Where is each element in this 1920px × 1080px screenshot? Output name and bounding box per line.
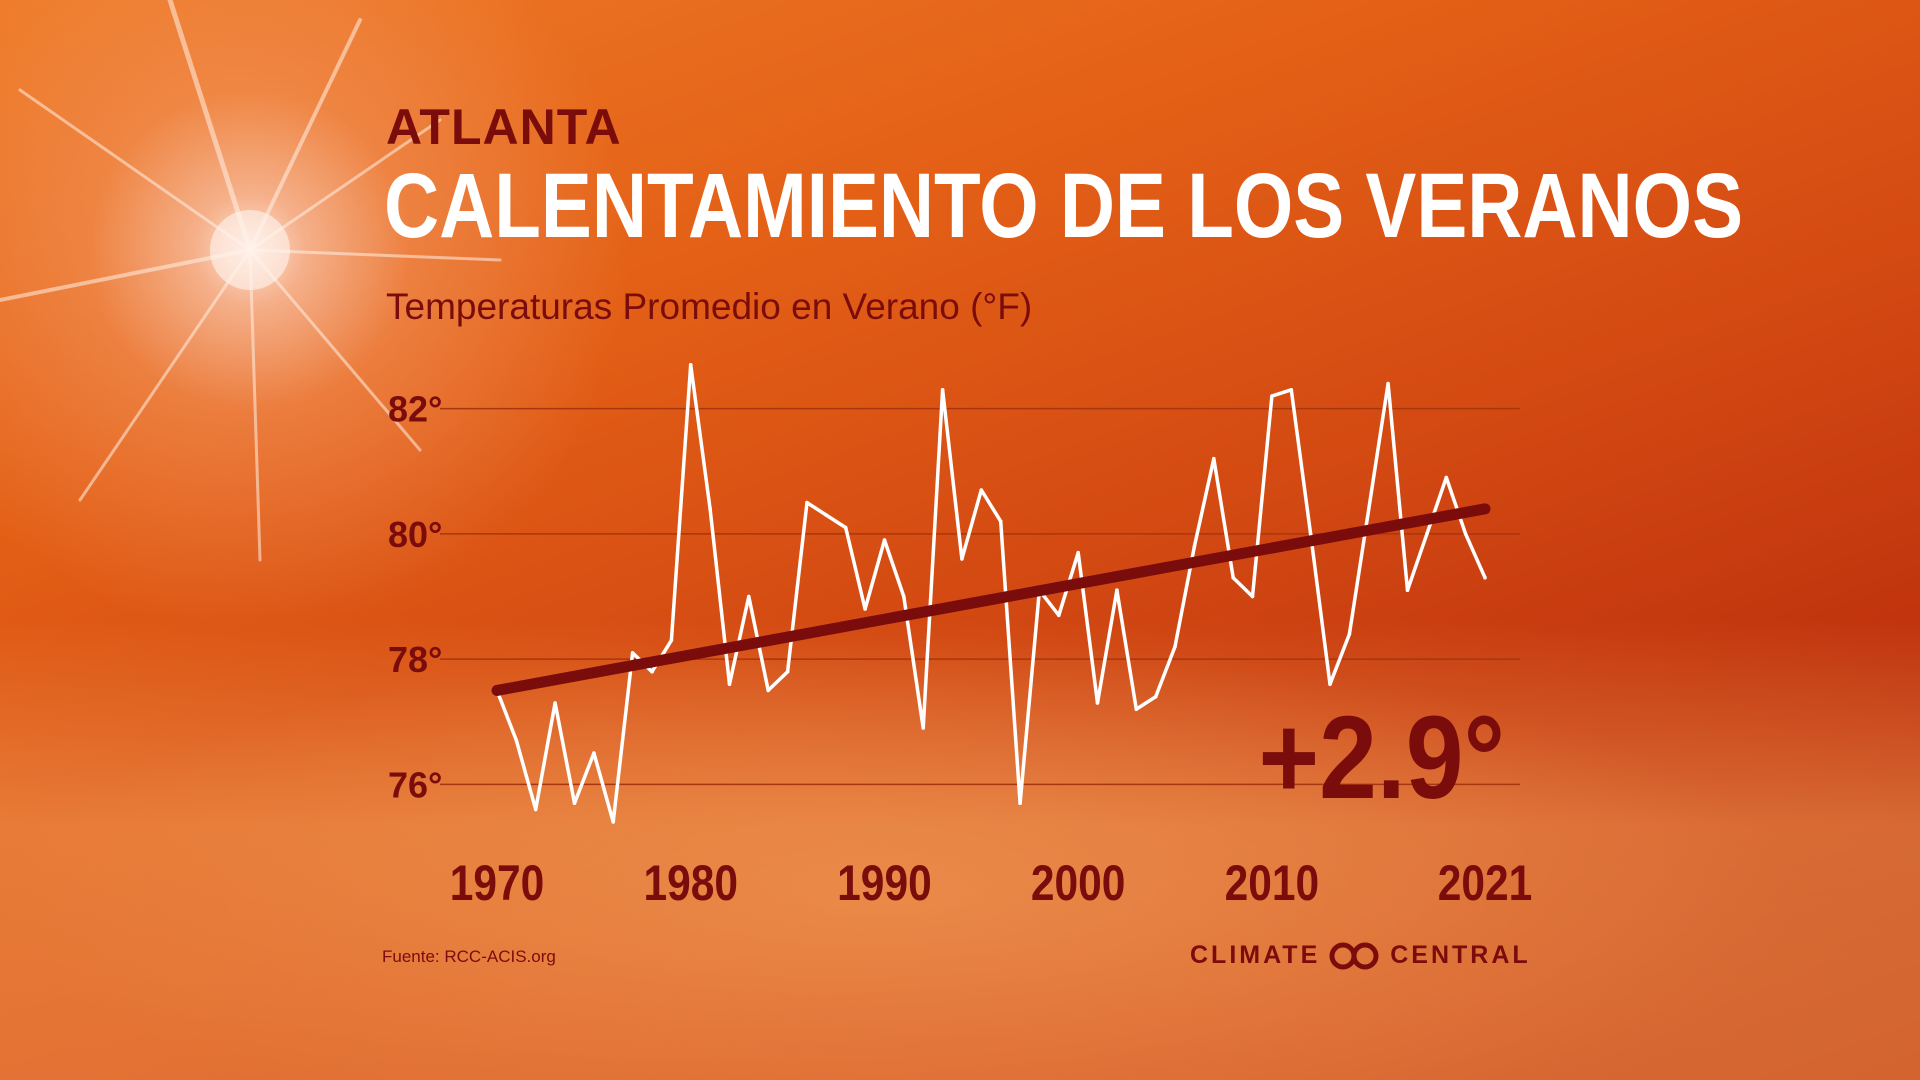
temperature-point (1444, 475, 1449, 480)
temperature-point (1134, 707, 1139, 711)
temperature-point (824, 513, 829, 517)
y-tick-label: 78° (388, 639, 442, 680)
x-tick-label: 2000 (1031, 855, 1126, 911)
temperature-point (1289, 388, 1294, 392)
temperature-point (1250, 594, 1255, 599)
temperature-point (611, 820, 615, 824)
temperature-point (1115, 588, 1119, 592)
series-layer (491, 363, 1491, 824)
temperature-point (805, 500, 809, 505)
temperature-point (1386, 381, 1390, 386)
x-tick-label: 1980 (643, 855, 738, 911)
temperature-point (1018, 801, 1022, 805)
temperature-point (1095, 701, 1100, 705)
brand-name-right: CENTRAL (1390, 941, 1531, 969)
temperature-point (998, 519, 1003, 524)
temperature-point (1308, 532, 1313, 536)
background-glow (0, 620, 1920, 1080)
temperature-point (650, 669, 654, 674)
change-annotation: +2.9° (1259, 691, 1505, 824)
climate-central-logo-icon (1329, 942, 1379, 969)
x-tick-label: 2010 (1225, 855, 1320, 911)
y-tick-label: 82° (388, 389, 442, 430)
temperature-point (1463, 532, 1468, 536)
temperature-point (747, 594, 751, 599)
temperature-point (1153, 694, 1158, 699)
temperature-point (630, 651, 635, 655)
temperature-point (553, 701, 557, 705)
y-tick-label: 76° (388, 764, 442, 805)
temperature-point (592, 751, 596, 755)
temperature-point (1425, 532, 1429, 536)
chart-subtitle: Temperaturas Promedio en Verano (°F) (386, 286, 1033, 327)
source-credit: Fuente: RCC-ACIS.org (382, 947, 556, 966)
temperature-point (979, 488, 984, 492)
temperature-point (1483, 575, 1487, 580)
temperature-point (1192, 544, 1197, 549)
temperature-point (708, 507, 712, 511)
y-axis-ticks: 76° 78° 80° 82° (388, 389, 442, 806)
temperature-point (1270, 394, 1274, 398)
temperature-point (1076, 550, 1080, 555)
temperature-point (843, 525, 848, 530)
temperature-point (1231, 575, 1235, 580)
temperature-point (766, 688, 770, 693)
temperature-point (1212, 456, 1216, 461)
temperature-point (863, 607, 867, 611)
temperature-point (902, 594, 906, 599)
temperature-point (1173, 644, 1177, 649)
temperature-point (785, 669, 790, 674)
temperature-point (688, 363, 693, 367)
temperature-point (514, 738, 519, 743)
temperature-point (921, 726, 925, 730)
temperature-point (1367, 507, 1371, 511)
temperature-point (669, 638, 674, 643)
x-tick-label: 1970 (450, 855, 545, 911)
temperature-point (1057, 613, 1061, 618)
city-title: ATLANTA (386, 99, 622, 155)
temperature-point (572, 801, 577, 805)
x-axis-ticks: 1970 1980 1990 2000 2010 2021 (450, 855, 1533, 911)
trend-line (491, 503, 1491, 696)
temperature-point (1405, 588, 1410, 592)
brand-name-left: CLIMATE (1190, 941, 1321, 969)
temperature-point (882, 538, 887, 542)
sun-icon (0, 0, 502, 562)
temperature-point (533, 807, 538, 812)
temperature-point (960, 557, 964, 561)
x-tick-label: 1990 (837, 855, 932, 911)
brand-logo: CLIMATE CENTRAL (1190, 941, 1531, 970)
temperature-point (727, 682, 732, 686)
temperature-point (940, 388, 945, 392)
main-title: CALENTAMIENTO DE LOS VERANOS (384, 155, 1744, 257)
temperature-point (1347, 632, 1352, 636)
y-tick-label: 80° (388, 514, 442, 555)
temperature-point (1328, 682, 1332, 686)
x-tick-label: 2021 (1438, 855, 1533, 911)
